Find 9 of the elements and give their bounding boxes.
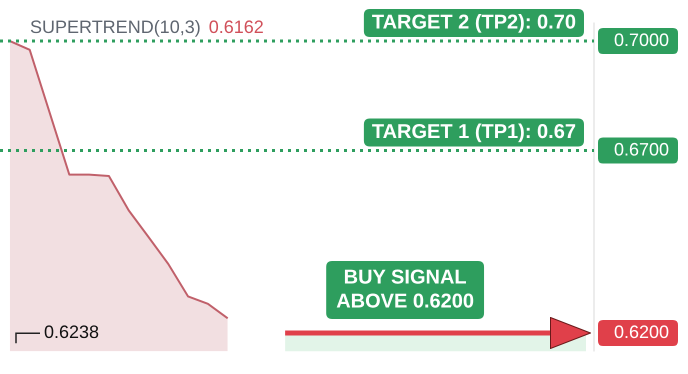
annotation: 0.6162 <box>208 16 264 37</box>
annotation: 0.6238 <box>44 322 100 342</box>
ref-line-label: TARGET 1 (TP1): 0.67 <box>372 121 576 144</box>
y-tick-label: 0.6200 <box>614 322 670 342</box>
y-tick-label: 0.7000 <box>614 30 670 50</box>
ref-line-label: TARGET 2 (TP2): 0.70 <box>372 12 576 34</box>
y-tick-label: 0.6700 <box>614 139 670 160</box>
chart-title: SUPERTREND(10,3) <box>30 16 201 37</box>
ref-line-label: BUY SIGNAL ABOVE 0.6200 <box>336 266 474 312</box>
